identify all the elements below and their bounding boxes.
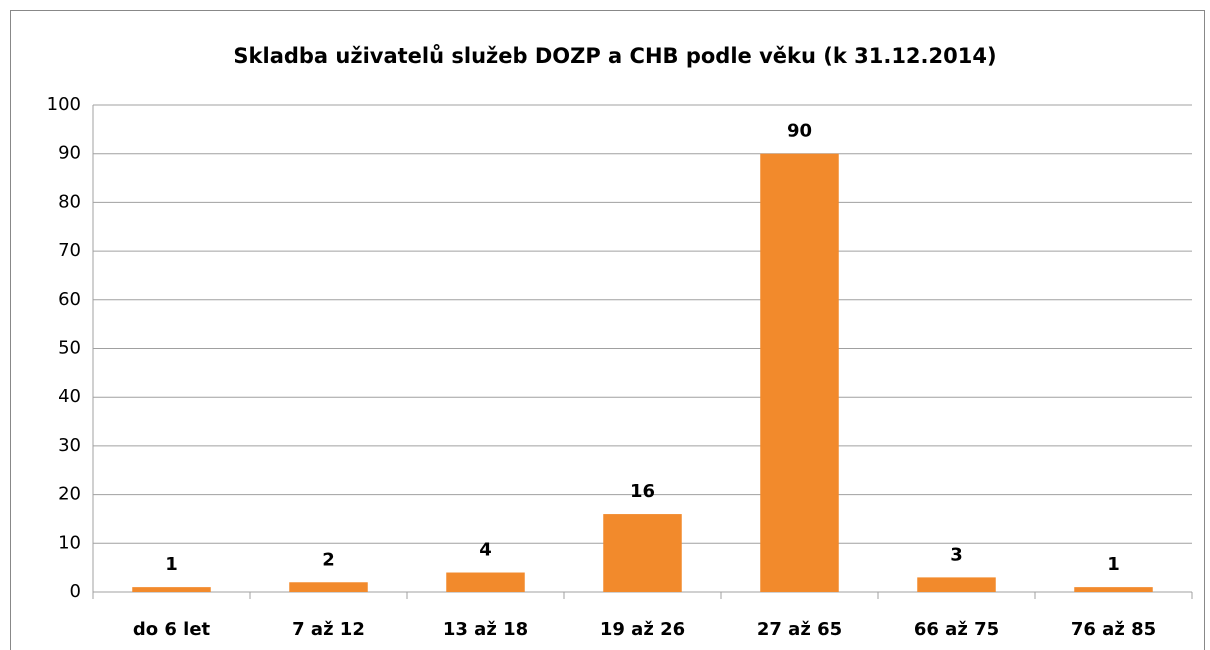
y-tick-label: 30 bbox=[58, 435, 81, 456]
data-label: 4 bbox=[479, 540, 492, 561]
chart-title: Skladba uživatelů služeb DOZP a CHB podl… bbox=[233, 44, 996, 68]
bar bbox=[1074, 587, 1153, 592]
y-tick-label: 20 bbox=[58, 484, 81, 505]
y-tick-label: 70 bbox=[58, 240, 81, 261]
x-tick-label: 76 až 85 bbox=[1071, 619, 1156, 640]
y-tick-label: 60 bbox=[58, 289, 81, 310]
y-tick-label: 90 bbox=[58, 143, 81, 164]
data-label: 3 bbox=[950, 544, 963, 565]
data-label: 90 bbox=[787, 121, 812, 142]
x-tick-label: 13 až 18 bbox=[443, 619, 528, 640]
y-tick-label: 50 bbox=[58, 338, 81, 359]
y-tick-label: 100 bbox=[47, 94, 81, 115]
y-tick-label: 10 bbox=[58, 532, 81, 553]
bar bbox=[917, 577, 996, 592]
bar bbox=[132, 587, 211, 592]
data-label: 16 bbox=[630, 481, 655, 502]
x-tick-label: 66 až 75 bbox=[914, 619, 999, 640]
x-tick-label: 19 až 26 bbox=[600, 619, 685, 640]
data-label: 1 bbox=[165, 554, 178, 575]
x-tick-label: 27 až 65 bbox=[757, 619, 842, 640]
data-label: 2 bbox=[322, 549, 335, 570]
data-label: 1 bbox=[1107, 554, 1120, 575]
x-tick-label: do 6 let bbox=[133, 619, 211, 640]
y-tick-label: 0 bbox=[70, 581, 81, 602]
y-tick-label: 40 bbox=[58, 386, 81, 407]
y-tick-label: 80 bbox=[58, 191, 81, 212]
bar bbox=[446, 572, 525, 592]
bar bbox=[603, 514, 682, 592]
x-tick-label: 7 až 12 bbox=[292, 619, 365, 640]
bar bbox=[760, 153, 839, 592]
bar bbox=[289, 582, 368, 592]
